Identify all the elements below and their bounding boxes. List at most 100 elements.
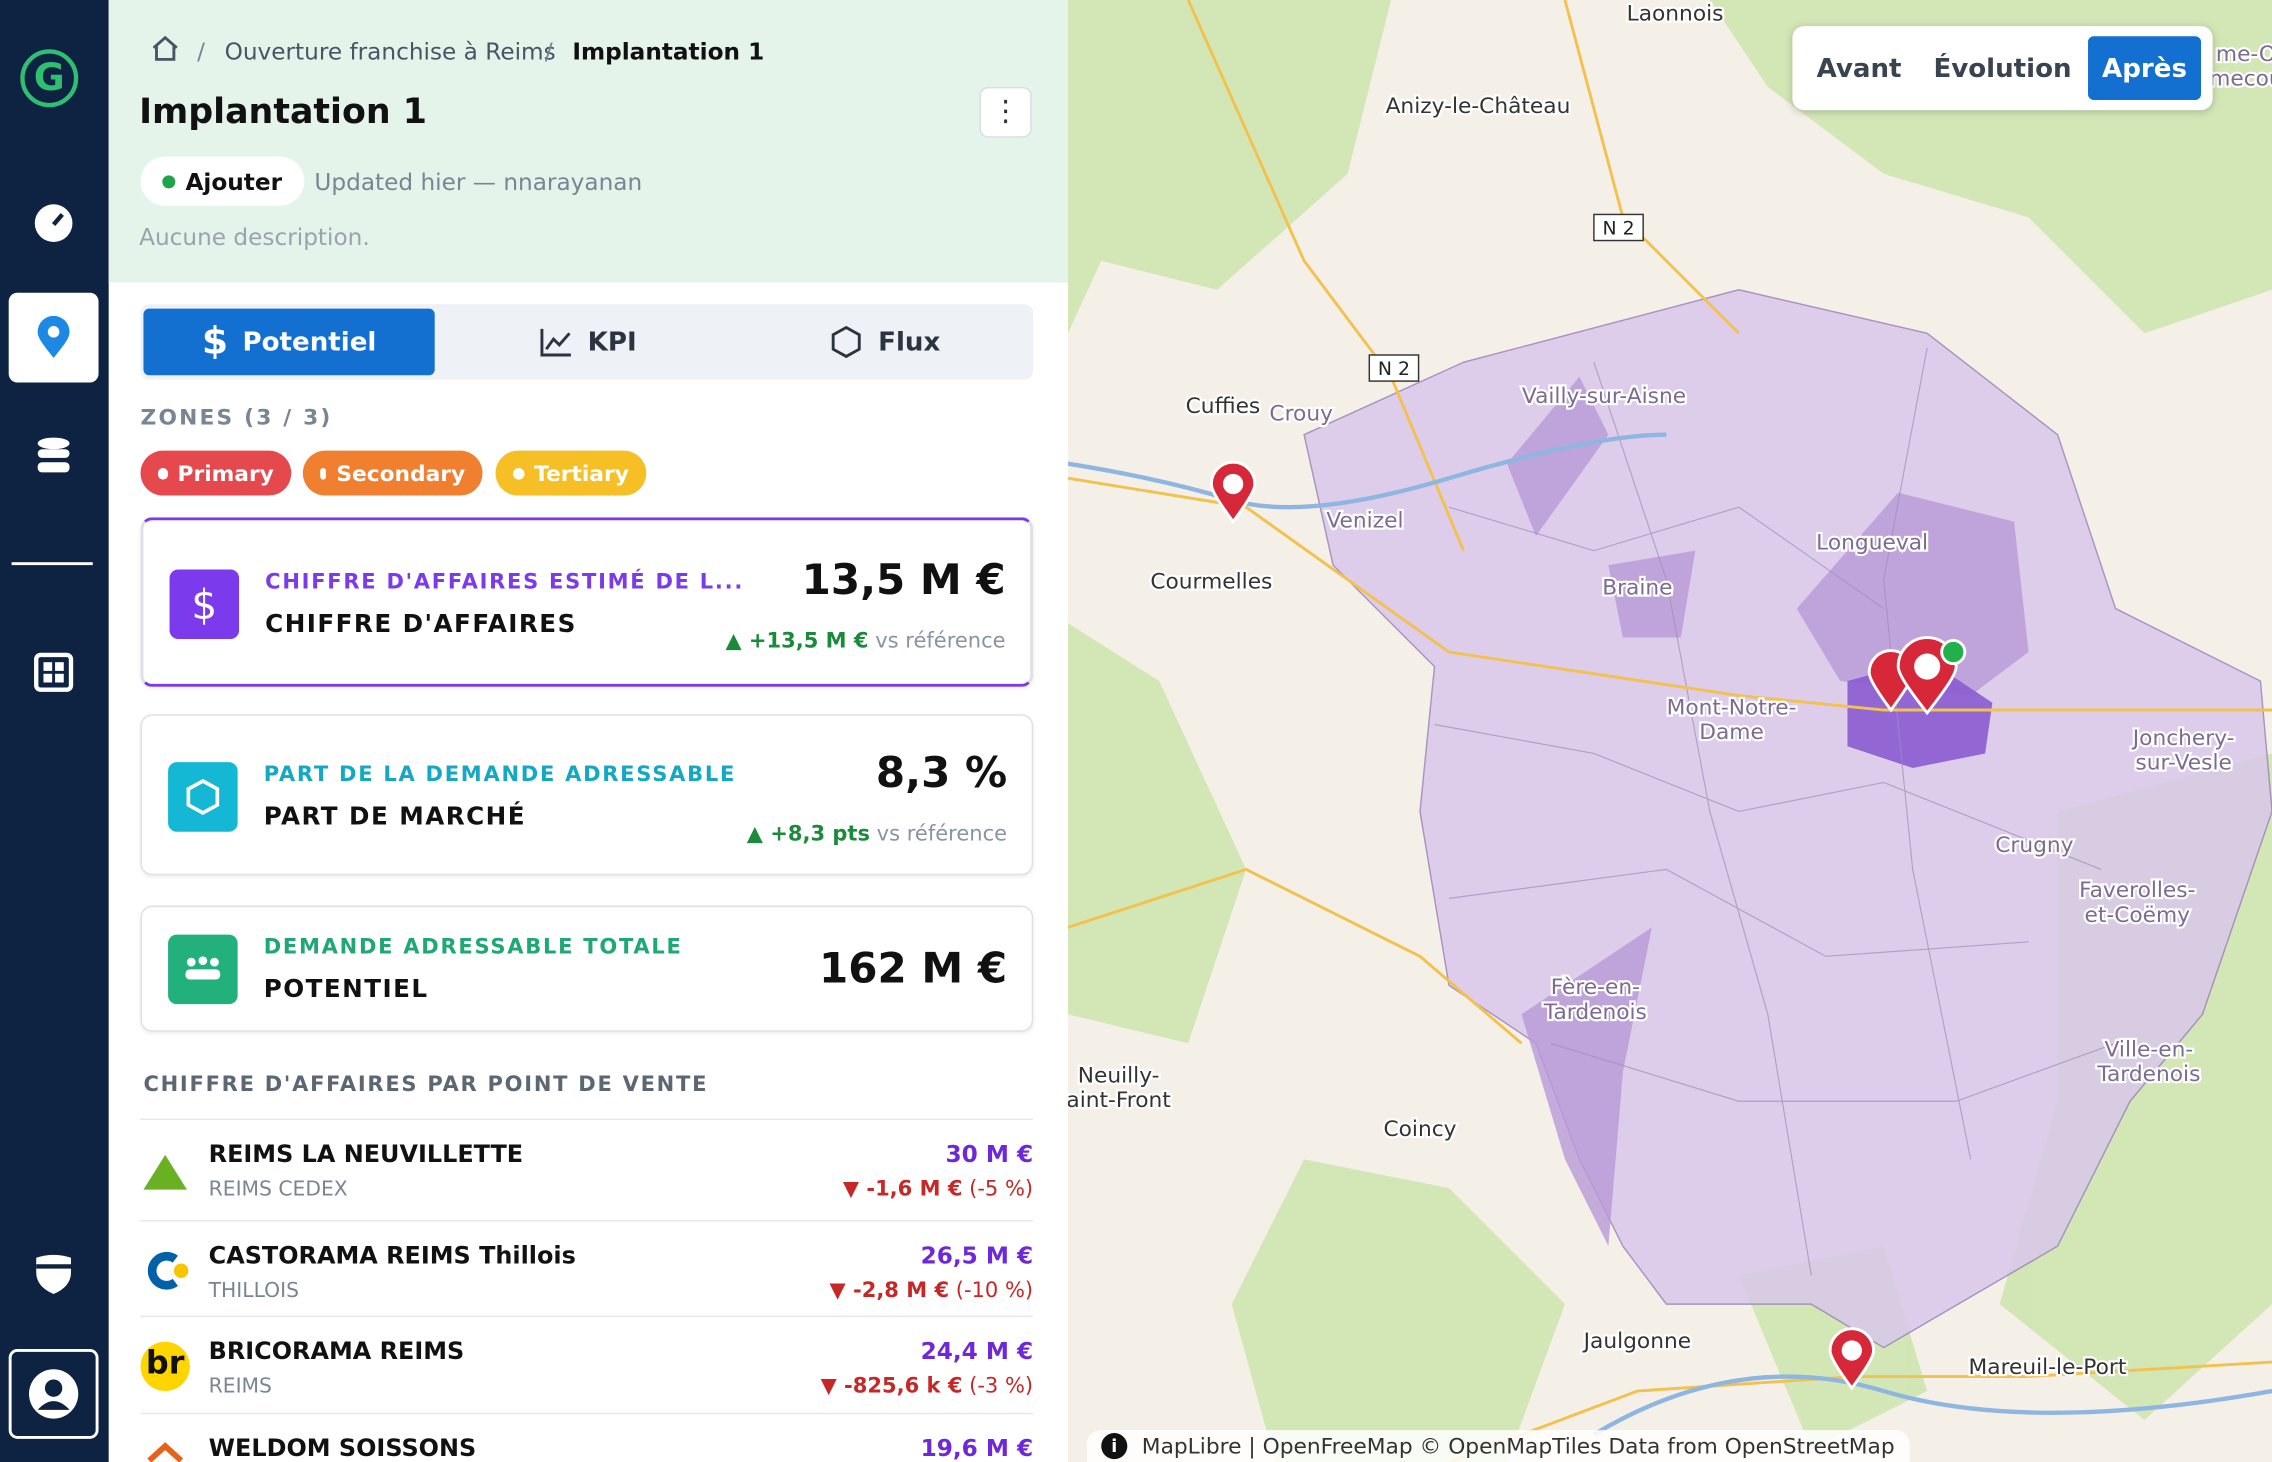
updated-text: Updated hier — nnarayanan [314,168,643,196]
place-label: Coincy [1383,1117,1456,1142]
place-line: Dame [1699,720,1764,745]
home-icon[interactable] [151,35,180,61]
kpi-card[interactable]: DEMANDE ADRESSABLE TOTALE POTENTIEL 162 … [140,905,1034,1032]
delta-pct: (-5 %) [969,1178,1034,1202]
info-icon[interactable]: i [1101,1433,1128,1460]
store-row[interactable]: REIMS LA NEUVILLETTE REIMS CEDEX 30 M € … [140,1118,1034,1218]
zone-pill[interactable]: Primary [140,450,292,496]
place-label: Jaulgonne [1582,1329,1691,1354]
delta-value: -825,6 k € [844,1375,963,1399]
store-logo: br [140,1341,190,1392]
store-name: REIMS LA NEUVILLETTE [208,1140,524,1168]
zone-pill[interactable]: Tertiary [495,450,647,496]
kpi-card[interactable]: PART DE LA DEMANDE ADRESSABLE PART DE MA… [140,714,1034,876]
place-line: Courmelles [1150,569,1272,594]
toggle-button[interactable]: Avant [1816,52,1902,84]
grid-icon[interactable] [9,627,99,717]
store-value: 26,5 M € [920,1241,1034,1270]
store-name: BRICORAMA REIMS [208,1337,465,1365]
attribution-text: MapLibre | OpenFreeMap © OpenMapTiles Da… [1141,1433,1895,1460]
place-line: Ville-en- [2105,1038,2194,1063]
delta-pct: (-10 %) [955,1279,1034,1303]
breadcrumb-link[interactable]: Ouverture franchise à Reims [224,37,556,66]
place-label: Mareuil-le-Port [1969,1355,2127,1380]
page-title: Implantation 1 [139,91,427,132]
place-label: Jonchery-sur-Vesle [2131,726,2235,776]
place-line: Crugny [1995,833,2073,858]
description: Aucune description. [139,223,370,251]
kpi-value: 13,5 M € [801,554,1006,605]
place-line: Crouy [1269,401,1333,426]
delta-value: -1,6 M € [866,1178,963,1202]
store-delta: ▼ -2,8 M € (-10 %) [829,1279,1034,1303]
place-label: Faverolles-et-Coëmy [2079,878,2195,928]
place-label: Venizel [1326,509,1403,534]
location-icon[interactable] [8,292,99,383]
kpi-delta: ▲ +8,3 pts vs référence [746,823,1008,847]
store-logo [147,1251,189,1290]
tab[interactable]: KPI [442,309,733,376]
tab-label: Flux [878,326,941,358]
tab[interactable]: $ Potentiel [143,308,435,376]
attribution: i MapLibre | OpenFreeMap © OpenMapTiles D… [1086,1430,1910,1462]
store-value: 24,4 M € [920,1337,1034,1365]
place-line: Faverolles- [2079,878,2195,903]
place-line: Vailly-sur-Aisne [1522,384,1686,409]
place-line: Tardenois [2096,1062,2200,1087]
kpi-icon [168,762,238,832]
breadcrumb-current: Implantation 1 [572,37,765,66]
place-label: Braine [1602,575,1672,600]
logo[interactable]: G [20,49,79,108]
place-line: Tardenois [1543,1000,1647,1025]
toggle-button[interactable]: Évolution [1933,52,2072,84]
place-label: Crugny [1995,833,2073,858]
place-line: Fère-en- [1551,975,1640,1000]
place-line: Laonnois [1627,1,1724,26]
store-delta: ▼ -1,6 M € (-5 %) [842,1178,1034,1202]
kpi-icon [168,934,238,1005]
store-name: WELDOM SOISSONS [208,1434,477,1462]
delta-pct: (-3 %) [969,1375,1034,1399]
status-badge[interactable]: Ajouter [140,156,304,206]
place-label: Fère-en-Tardenois [1543,975,1647,1025]
kpi-title: PART DE MARCHÉ [263,802,527,832]
store-value: 30 M € [945,1140,1034,1168]
map[interactable]: N 2 N 2 Laonnois Anizy-le-Château Cuffies Cro… [1067,0,2272,1462]
profile-button[interactable] [8,1349,99,1439]
store-delta: ▼ -825,6 k € (-3 %) [820,1375,1034,1399]
status-text: Ajouter [185,167,283,195]
sidebar: G [0,0,109,1462]
kpi-value: 162 M € [819,943,1008,993]
zone-pill[interactable]: Secondary [302,450,483,496]
divider [11,562,93,566]
database-icon[interactable] [9,412,99,502]
road-shield [1593,213,1644,242]
store-row[interactable]: br BRICORAMA REIMS REIMS 24,4 M € ▼ -825… [140,1315,1034,1415]
place-line: Longueval [1816,530,1928,555]
place-label: Ville-en-Tardenois [2096,1038,2200,1088]
tab[interactable]: Flux [739,309,1030,376]
delta-note: vs référence [876,823,1008,847]
icon [28,1369,79,1419]
kpi-subtitle: DEMANDE ADRESSABLE TOTALE [263,936,683,960]
toggle-button[interactable]: Après [2088,36,2202,100]
place-label: Anizy-le-Château [1386,94,1571,119]
zones-label: ZONES (3 / 3) [140,404,333,431]
place-line: Venizel [1326,509,1403,534]
store-city: REIMS CEDEX [208,1178,348,1202]
delta-note: vs référence [875,630,1006,654]
kpi-card[interactable]: $ CHIFFRE D'AFFAIRES ESTIMÉ DE L... CHIF… [140,517,1034,687]
place-line: Mareuil-le-Port [1969,1355,2127,1380]
section-heading: CHIFFRE D'AFFAIRES PAR POINT DE VENTE [143,1073,709,1097]
shield-icon[interactable] [9,1229,99,1319]
zone-label: Primary [177,460,274,487]
place-line: Mont-Notre- [1667,696,1797,721]
store-row[interactable]: WELDOM SOISSONS 19,6 M € [140,1412,1034,1462]
place-line: Jaulgonne [1582,1329,1691,1354]
place-label: Neuilly-aint-Front [1068,1064,1171,1114]
more-button[interactable]: ⋮ [979,86,1032,138]
store-row[interactable]: CASTORAMA REIMS Thillois THILLOIS 26,5 M… [140,1220,1034,1319]
dashboard-icon[interactable] [9,178,99,268]
